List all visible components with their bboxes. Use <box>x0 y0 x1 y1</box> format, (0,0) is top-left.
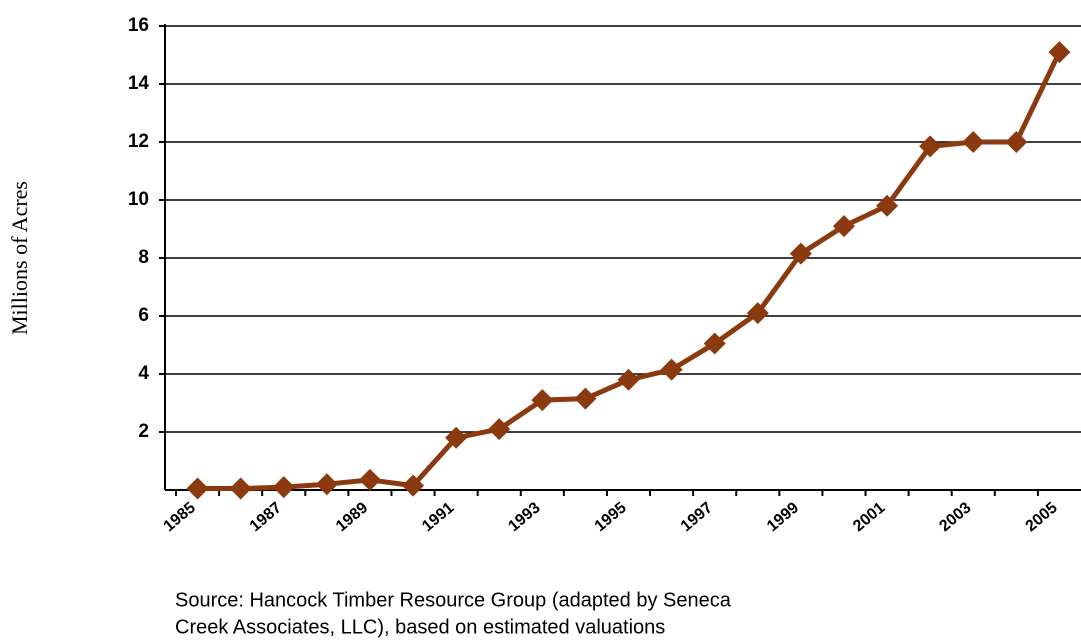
data-point <box>876 194 899 217</box>
source-note: Creek Associates, LLC), based on estimat… <box>175 616 665 638</box>
data-point <box>789 242 812 265</box>
x-tick-label: 2003 <box>936 499 974 535</box>
data-point <box>746 302 769 325</box>
x-tick-label: 2001 <box>850 499 888 535</box>
data-point <box>617 368 640 391</box>
data-point <box>1048 41 1071 64</box>
data-point <box>315 473 338 496</box>
data-point <box>703 332 726 355</box>
data-point <box>1005 131 1028 153</box>
data-point <box>186 477 209 500</box>
data-point <box>832 215 855 238</box>
x-tick-label: 1997 <box>678 499 716 535</box>
x-tick-label: 2005 <box>1023 499 1061 535</box>
x-tick-label: 1991 <box>419 499 457 535</box>
data-point <box>531 389 554 412</box>
data-line <box>197 51 1062 492</box>
data-point <box>574 387 597 410</box>
x-tick-label: 1995 <box>592 499 630 535</box>
data-point <box>488 418 511 441</box>
data-point <box>272 476 295 499</box>
data-point <box>402 474 425 497</box>
y-tick-label: 8 <box>138 247 149 268</box>
data-point <box>660 358 683 381</box>
data-point <box>962 131 985 153</box>
data-point <box>229 477 252 500</box>
y-tick-label: 10 <box>128 189 149 210</box>
x-tick-label: 1993 <box>505 499 543 535</box>
y-tick-label: 14 <box>128 73 150 94</box>
data-point <box>919 135 942 158</box>
source-note: Source: Hancock Timber Resource Group (a… <box>175 589 732 611</box>
x-tick-label: 1987 <box>247 499 285 535</box>
y-tick-label: 12 <box>128 131 149 152</box>
x-tick-label: 1999 <box>764 499 802 535</box>
y-tick-label: 2 <box>138 421 149 442</box>
y-axis-label: Millions of Acres <box>7 181 32 335</box>
data-point <box>445 426 468 449</box>
x-tick-label: 1989 <box>333 499 371 535</box>
y-tick-label: 16 <box>128 15 149 36</box>
y-tick-label: 6 <box>138 305 149 326</box>
x-tick-label: 1985 <box>161 499 199 535</box>
y-tick-label: 4 <box>138 363 149 384</box>
data-point <box>358 468 381 491</box>
